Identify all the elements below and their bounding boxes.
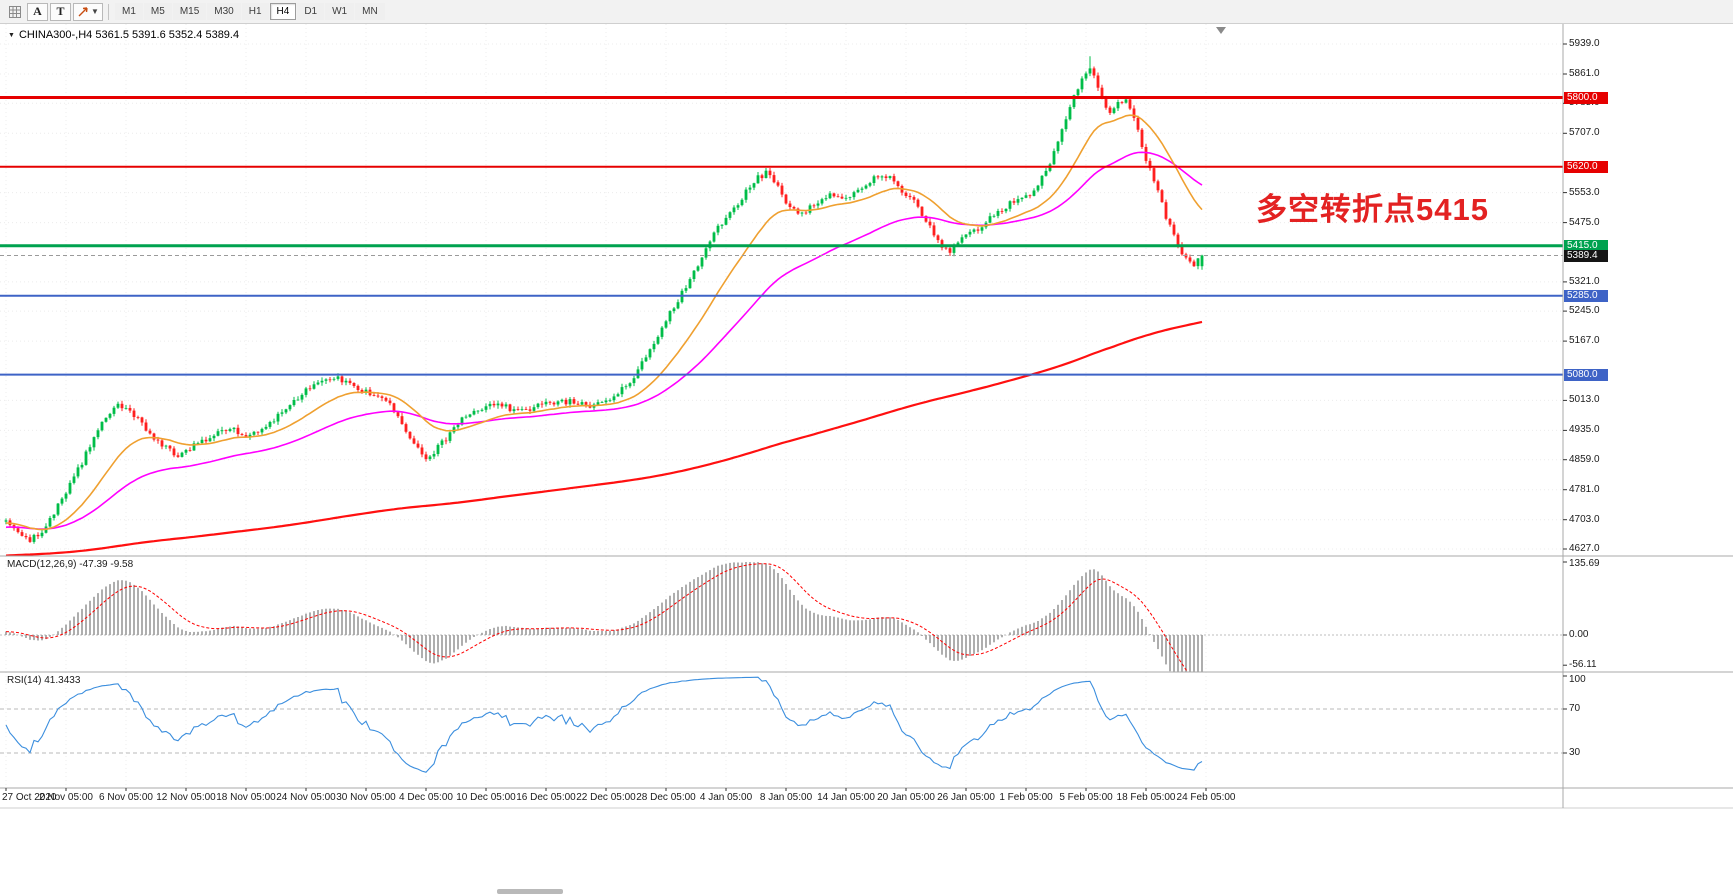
timeframe-button-w1[interactable]: W1	[325, 3, 355, 20]
time-axis-label: 10 Dec 05:00	[456, 792, 516, 803]
grid-glyph	[9, 5, 21, 18]
time-axis-label: 8 Jan 05:00	[759, 792, 813, 803]
time-axis-label: 2 Nov 05:00	[39, 792, 93, 803]
time-axis-label: 4 Jan 05:00	[699, 792, 753, 803]
toolbar: A T ▼ M1 M5 M15 M30 H1 H4 D1 W1 MN	[0, 0, 1733, 24]
timeframe-button-m5[interactable]: M5	[143, 3, 172, 20]
time-axis-label: 18 Nov 05:00	[216, 792, 276, 803]
timeframe-button-h4[interactable]: H4	[269, 3, 297, 20]
timeframe-button-d1[interactable]: D1	[297, 3, 325, 20]
chevron-down-icon: ▼	[91, 6, 99, 16]
timeframe-list: M1 M5 M15 M30 H1 H4 D1 W1 MN	[114, 3, 385, 20]
time-axis-label: 22 Dec 05:00	[576, 792, 636, 803]
time-axis-label: 4 Dec 05:00	[399, 792, 453, 803]
time-axis-label: 20 Jan 05:00	[877, 792, 935, 803]
shapes-dropdown-button[interactable]: ▼	[73, 2, 103, 21]
trendline-arrow-icon	[78, 7, 88, 17]
toolbar-separator	[108, 3, 109, 20]
time-axis-label: 18 Feb 05:00	[1116, 792, 1176, 803]
timeframe-button-h1[interactable]: H1	[241, 3, 269, 20]
time-axis-label: 24 Feb 05:00	[1176, 792, 1236, 803]
chart-grid-icon[interactable]	[5, 3, 25, 21]
timeframe-button-mn[interactable]: MN	[355, 3, 385, 20]
time-axis-label: 16 Dec 05:00	[516, 792, 576, 803]
timeframe-button-m30[interactable]: M30	[207, 3, 241, 20]
arrow-text-a-button[interactable]: A	[27, 2, 48, 21]
time-axis-label: 12 Nov 05:00	[156, 792, 216, 803]
time-axis-label: 6 Nov 05:00	[99, 792, 153, 803]
time-axis-label: 27 Oct 2020	[2, 792, 57, 803]
time-axis-label: 24 Nov 05:00	[276, 792, 336, 803]
time-axis-label: 5 Feb 05:00	[1059, 792, 1113, 803]
time-axis-label: 1 Feb 05:00	[999, 792, 1053, 803]
timeframe-button-m15[interactable]: M15	[172, 3, 207, 20]
text-tool-button[interactable]: T	[50, 2, 71, 21]
time-axis-label: 14 Jan 05:00	[817, 792, 875, 803]
time-axis-label: 30 Nov 05:00	[336, 792, 396, 803]
time-axis-label: 26 Jan 05:00	[937, 792, 995, 803]
time-axis-label: 28 Dec 05:00	[636, 792, 696, 803]
timeframe-button-m1[interactable]: M1	[115, 3, 143, 20]
time-axis[interactable]: 27 Oct 2020 2 Nov 05:00 6 Nov 05:00 12 Nov …	[0, 788, 1563, 808]
